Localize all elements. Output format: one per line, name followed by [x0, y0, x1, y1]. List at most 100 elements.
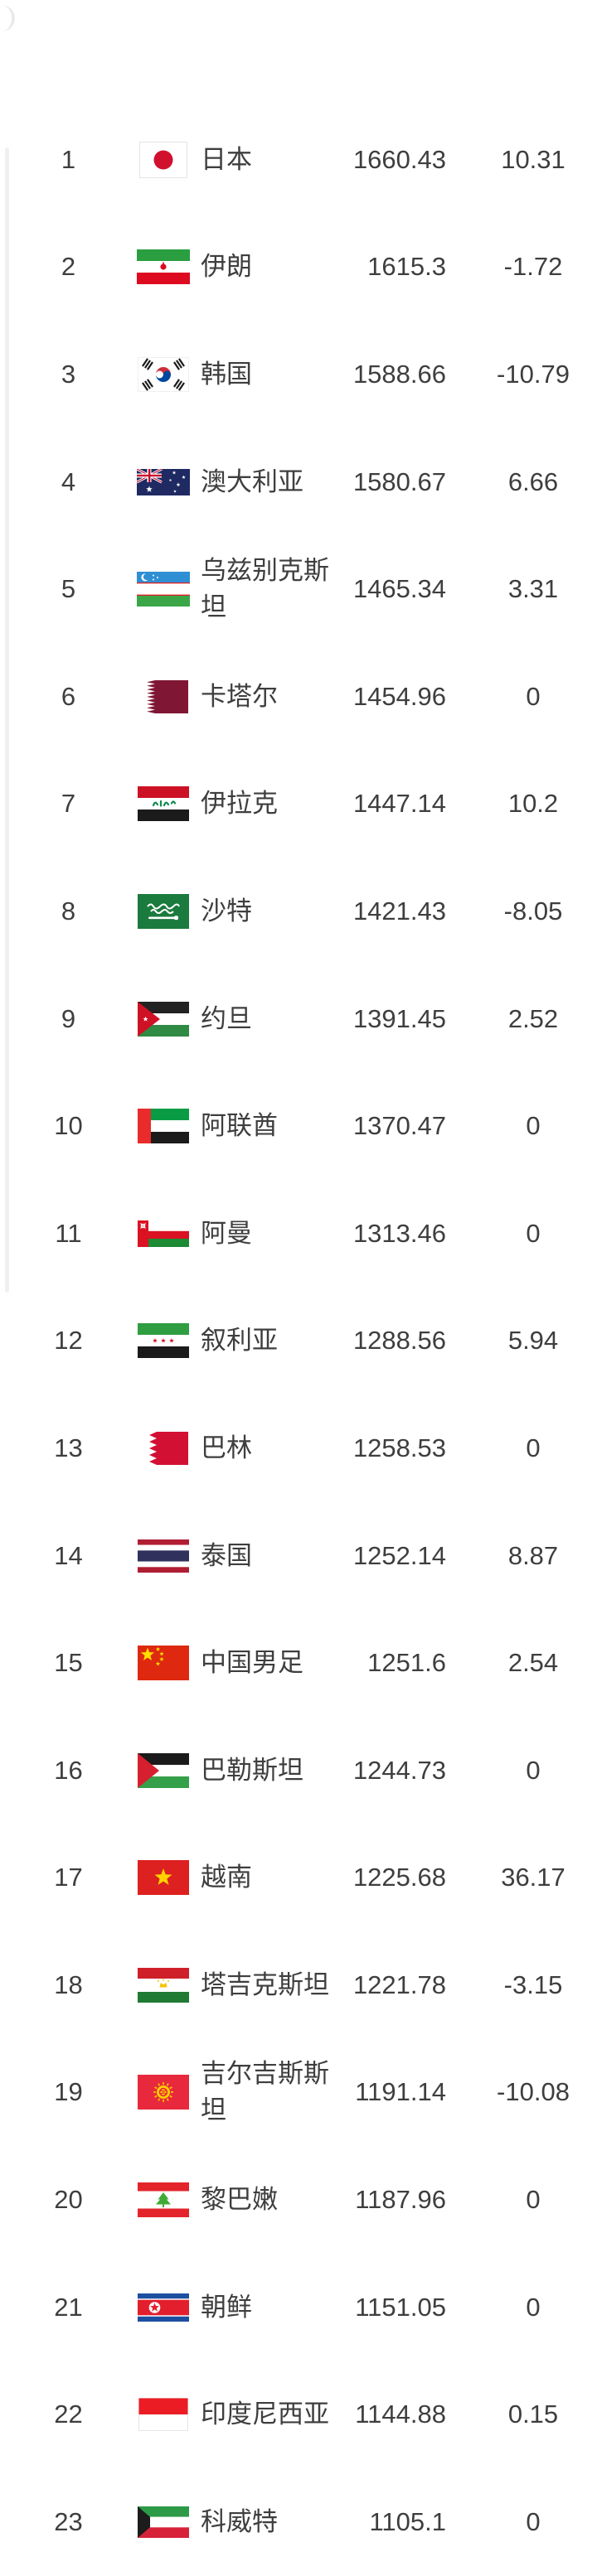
change-value: 0 — [526, 681, 541, 711]
flag-icon-indonesia — [137, 2390, 190, 2439]
change-value: -8.05 — [503, 896, 563, 926]
flag-icon-kuwait — [137, 2497, 190, 2547]
points-value: 1258.53 — [352, 1433, 446, 1462]
rank-cell: 2 — [61, 252, 76, 282]
change-value: 10.31 — [501, 144, 565, 174]
ranking-row[interactable]: 23 科威特 1105.1 0 — [0, 2468, 597, 2576]
team-name: 阿联酋 — [201, 1111, 278, 1141]
rank-cell: 6 — [61, 681, 76, 711]
rank-cell: 9 — [61, 1003, 76, 1033]
ranking-row[interactable]: 9 约旦 1391.45 2.52 — [0, 965, 597, 1073]
team-name: 卡塔尔 — [201, 681, 278, 711]
ranking-row[interactable]: 18 塔吉克斯坦 1221.78 -3.15 — [0, 1931, 597, 2039]
change-value: 0 — [526, 1755, 541, 1785]
points-value: 1105.1 — [369, 2506, 446, 2536]
team-name: 印度尼西亚 — [201, 2400, 329, 2429]
ranking-row[interactable]: 12 叙利亚 1288.56 5.94 — [0, 1288, 597, 1395]
points-value: 1615.3 — [367, 252, 446, 282]
team-name: 约旦 — [201, 1003, 252, 1033]
flag-icon-iran — [137, 242, 190, 292]
change-value: 5.94 — [507, 1326, 559, 1356]
team-name: 吉尔吉斯斯坦 — [201, 2059, 329, 2125]
flag-icon-thailand — [137, 1531, 190, 1581]
ranking-row[interactable]: 1 日本 1660.43 10.31 — [0, 106, 597, 214]
change-value: 0 — [526, 2292, 541, 2322]
ranking-row[interactable]: 14 泰国 1252.14 8.87 — [0, 1502, 597, 1610]
team-name: 叙利亚 — [201, 1326, 278, 1356]
rank-cell: 23 — [54, 2506, 83, 2536]
ranking-row[interactable]: 6 卡塔尔 1454.96 0 — [0, 643, 597, 751]
team-name: 黎巴嫩 — [201, 2185, 278, 2215]
rank-cell: 4 — [61, 466, 76, 496]
ranking-row[interactable]: 16 巴勒斯坦 1244.73 0 — [0, 1717, 597, 1824]
points-value: 1588.66 — [352, 359, 446, 389]
flag-icon-oman — [137, 1209, 190, 1259]
points-value: 1187.96 — [355, 2185, 446, 2215]
rank-cell: 20 — [54, 2185, 83, 2215]
team-name: 日本 — [201, 144, 252, 174]
ranking-row[interactable]: 5 乌兹别克斯坦 1465.34 3.31 — [0, 535, 597, 643]
team-name: 沙特 — [201, 896, 252, 926]
change-value: 0 — [526, 1218, 541, 1248]
change-value: 0 — [526, 1433, 541, 1462]
flag-icon-south-korea — [137, 350, 190, 399]
ranking-row[interactable]: 4 澳大利亚 1580.67 6.66 — [0, 428, 597, 536]
ranking-row[interactable]: 8 沙特 1421.43 -8.05 — [0, 858, 597, 965]
overscroll-glow — [0, 5, 15, 31]
change-value: 6.66 — [507, 466, 559, 496]
ranking-row[interactable]: 21 朝鲜 1151.05 0 — [0, 2254, 597, 2361]
ranking-row[interactable]: 2 伊朗 1615.3 -1.72 — [0, 214, 597, 321]
ranking-row[interactable]: 3 韩国 1588.66 -10.79 — [0, 321, 597, 428]
flag-icon-uzbekistan — [137, 564, 190, 614]
team-name: 阿曼 — [201, 1218, 252, 1248]
points-value: 1151.05 — [355, 2292, 446, 2322]
change-value: 3.31 — [507, 574, 559, 604]
change-value: -10.08 — [497, 2077, 570, 2107]
ranking-row[interactable]: 10 阿联酋 1370.47 0 — [0, 1072, 597, 1180]
ranking-row[interactable]: 17 越南 1225.68 36.17 — [0, 1824, 597, 1932]
team-name: 伊朗 — [201, 252, 252, 282]
change-value: 0 — [526, 2506, 541, 2536]
ranking-row[interactable]: 11 阿曼 1313.46 0 — [0, 1180, 597, 1288]
change-value: 0 — [526, 2185, 541, 2215]
flag-icon-uae — [137, 1101, 190, 1151]
flag-icon-tajikistan — [137, 1960, 190, 2010]
rank-cell: 11 — [55, 1218, 82, 1248]
team-name: 韩国 — [201, 359, 252, 389]
points-value: 1225.68 — [352, 1863, 446, 1892]
ranking-row[interactable]: 22 印度尼西亚 1144.88 0.15 — [0, 2361, 597, 2468]
ranking-row[interactable]: 15 中国男足 1251.6 2.54 — [0, 1609, 597, 1717]
ranking-row[interactable]: 20 黎巴嫩 1187.96 0 — [0, 2146, 597, 2254]
points-value: 1244.73 — [352, 1755, 446, 1785]
team-name: 伊拉克 — [201, 789, 278, 819]
team-name: 巴勒斯坦 — [201, 1755, 303, 1785]
ranking-row[interactable]: 7 伊拉克 1447.14 10.2 — [0, 751, 597, 858]
points-value: 1252.14 — [352, 1540, 446, 1570]
scroll-indicator[interactable] — [5, 147, 9, 1293]
team-name: 乌兹别克斯坦 — [201, 556, 329, 622]
flag-icon-lebanon — [137, 2175, 190, 2225]
team-name: 越南 — [201, 1863, 252, 1892]
points-value: 1447.14 — [352, 789, 446, 819]
team-name: 科威特 — [201, 2506, 278, 2536]
change-value: -10.79 — [497, 359, 570, 389]
points-value: 1454.96 — [352, 681, 446, 711]
change-value: 8.87 — [507, 1540, 559, 1570]
flag-icon-syria — [137, 1316, 190, 1365]
flag-icon-saudi-arabia — [137, 887, 190, 936]
ranking-row[interactable]: 19 吉尔吉斯斯坦 1191.14 -10.08 — [0, 2039, 597, 2147]
flag-icon-qatar — [137, 672, 190, 722]
ranking-row[interactable]: 13 巴林 1258.53 0 — [0, 1394, 597, 1502]
rank-cell: 17 — [54, 1863, 83, 1892]
flag-icon-china — [137, 1638, 190, 1688]
rank-cell: 3 — [61, 359, 76, 389]
flag-icon-australia — [137, 457, 190, 507]
rank-cell: 10 — [54, 1111, 83, 1141]
team-name: 中国男足 — [201, 1648, 303, 1678]
flag-icon-japan — [137, 135, 190, 185]
points-value: 1391.45 — [352, 1003, 446, 1033]
rank-cell: 22 — [54, 2400, 83, 2429]
points-value: 1421.43 — [352, 896, 446, 926]
rank-cell: 19 — [54, 2077, 83, 2107]
points-value: 1580.67 — [352, 466, 446, 496]
